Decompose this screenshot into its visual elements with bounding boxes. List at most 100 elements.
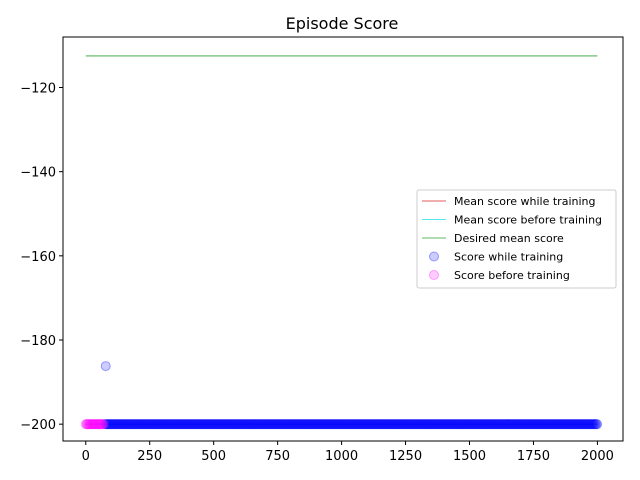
series-point-3 <box>298 419 309 430</box>
series-point-3 <box>529 419 540 430</box>
series-point-3 <box>192 419 203 430</box>
series-point-3 <box>205 419 216 430</box>
legend-label-2: Desired mean score <box>454 232 564 245</box>
series-point-3 <box>308 419 319 430</box>
legend-frame <box>416 189 617 289</box>
series-point-3 <box>511 419 522 430</box>
series-point-3 <box>225 419 236 430</box>
y-tick-label: −140 <box>20 166 56 181</box>
series-point-3 <box>251 419 262 430</box>
series-point-3 <box>495 419 506 430</box>
series-point-3 <box>301 419 312 430</box>
series-point-3 <box>439 419 450 430</box>
series-point-3 <box>413 419 424 430</box>
series-point-3 <box>521 419 532 430</box>
series-point-3 <box>414 419 425 430</box>
series-point-3 <box>282 419 293 430</box>
series-point-3 <box>253 419 264 430</box>
series-point-3 <box>394 419 405 430</box>
series-point-3 <box>280 419 291 430</box>
series-point-3 <box>386 419 397 430</box>
series-point-3 <box>420 419 431 430</box>
series-point-3 <box>229 419 240 430</box>
series-point-3 <box>400 419 411 430</box>
series-point-3 <box>294 419 305 430</box>
series-point-3 <box>320 419 331 430</box>
x-tick-label: 2000 <box>581 449 614 464</box>
series-point-3 <box>356 419 367 430</box>
series-point-3 <box>488 419 499 430</box>
series-point-3 <box>197 419 208 430</box>
y-axis: −120 −140 −160 −180 −200 <box>20 82 63 433</box>
series-point-3 <box>398 419 409 430</box>
series-point-3 <box>523 419 534 430</box>
series-point-3 <box>508 419 519 430</box>
series-point-3 <box>340 419 351 430</box>
series-point-3 <box>260 419 271 430</box>
series-point-3 <box>469 419 480 430</box>
series-point-3 <box>177 419 188 430</box>
series-point-3 <box>526 419 537 430</box>
series-point-3 <box>542 419 553 430</box>
series-point-3 <box>388 419 399 430</box>
series-point-3 <box>379 419 390 430</box>
series-point-3 <box>179 419 190 430</box>
series-point-3 <box>550 419 561 430</box>
series-point-3 <box>124 419 135 430</box>
series-point-3 <box>457 419 468 430</box>
series-point-3 <box>385 419 396 430</box>
series-point-3 <box>367 419 378 430</box>
series-point-3 <box>135 419 146 430</box>
series-point-3 <box>234 419 245 430</box>
series-point-3 <box>419 419 430 430</box>
series-point-3 <box>399 419 410 430</box>
series-point-3 <box>167 419 178 430</box>
series-point-3 <box>303 419 314 430</box>
series-point-3 <box>481 419 492 430</box>
series-point-3 <box>393 419 404 430</box>
series-point-3 <box>142 419 153 430</box>
series-point-3 <box>578 419 589 430</box>
series-point-3 <box>566 419 577 430</box>
series-point-3 <box>336 419 347 430</box>
series-point-3 <box>462 419 473 430</box>
series-point-3 <box>372 419 383 430</box>
series-point-3 <box>273 419 284 430</box>
series-point-3 <box>240 419 251 430</box>
series-point-3 <box>416 419 427 430</box>
series-point-3 <box>559 419 570 430</box>
series-point-3 <box>332 419 343 430</box>
series-point-3 <box>527 419 538 430</box>
series-point-3 <box>157 419 168 430</box>
x-axis: 0 250 500 750 1000 1250 1500 1750 2000 <box>82 441 614 464</box>
series-point-3 <box>438 419 449 430</box>
series-point-4 <box>94 419 105 430</box>
series-point-3 <box>266 419 277 430</box>
series-point-3 <box>382 419 393 430</box>
series-point-3 <box>531 419 542 430</box>
series-point-3 <box>403 419 414 430</box>
series-point-3 <box>436 419 447 430</box>
series-point-3 <box>486 419 497 430</box>
series-point-3 <box>319 419 330 430</box>
series-point-3 <box>554 419 565 430</box>
series-point-3 <box>299 419 310 430</box>
series-point-3 <box>350 419 361 430</box>
series-point-3 <box>479 419 490 430</box>
series-point-3 <box>421 419 432 430</box>
series-point-3 <box>246 419 257 430</box>
series-point-3 <box>377 419 388 430</box>
series-point-3 <box>575 419 586 430</box>
series-point-3 <box>573 419 584 430</box>
series-point-3 <box>272 419 283 430</box>
series-point-3 <box>509 419 520 430</box>
series-point-3 <box>172 419 183 430</box>
series-point-3 <box>401 419 412 430</box>
series-point-3 <box>107 419 118 430</box>
series-point-3 <box>265 419 276 430</box>
series-point-3 <box>144 419 155 430</box>
series-point-3 <box>543 419 554 430</box>
legend-swatch-3 <box>429 251 439 262</box>
series-point-3 <box>317 419 328 430</box>
series-point-3 <box>510 419 521 430</box>
